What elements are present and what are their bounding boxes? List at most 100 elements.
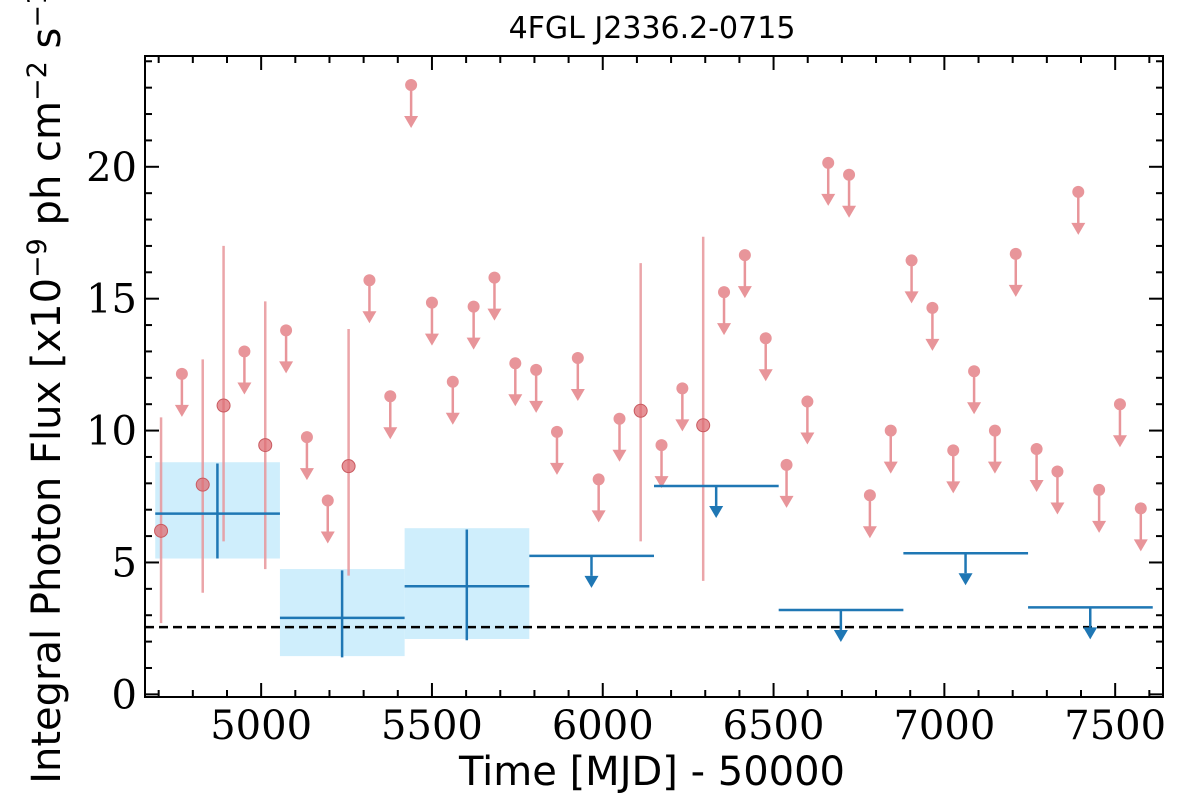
x-tick-label: 6500	[723, 703, 825, 749]
fine-upper-limit-arrow-head	[987, 461, 1002, 474]
fine-upper-limit-arrow-head	[445, 412, 460, 425]
fine-upper-limit-point	[822, 156, 835, 169]
x-tick-label: 5000	[210, 703, 312, 749]
fine-upper-limit-point	[509, 357, 522, 370]
fine-upper-limit-point	[1134, 502, 1147, 515]
fine-upper-limit-arrow-head	[904, 291, 919, 304]
fine-upper-limit-arrow-head	[1133, 539, 1148, 552]
fine-upper-limit-point	[300, 431, 313, 444]
fine-upper-limit-point	[988, 424, 1001, 437]
y-tick-label: 0	[112, 672, 137, 718]
fine-detection-point	[633, 403, 648, 418]
svg-text:Integral Photon Flux [x10−9 ph: Integral Photon Flux [x10−9 ph cm−2 s−1]	[22, 0, 70, 784]
fine-upper-limit-arrow-head	[320, 531, 335, 544]
plot-frame	[144, 55, 1164, 698]
fine-upper-limit-arrow-head	[842, 205, 857, 218]
fine-detection-point	[341, 459, 356, 474]
fine-upper-limit-point	[1072, 185, 1085, 198]
fine-upper-limit-point	[1051, 465, 1064, 478]
coarse-upper-limit-arrow-head	[709, 505, 724, 518]
fine-upper-limit-point	[613, 412, 626, 425]
x-tick-label: 7500	[1064, 703, 1166, 749]
y-tick-label: 5	[112, 540, 137, 586]
fine-upper-limit-arrow-head	[487, 308, 502, 321]
y-tick-label: 20	[86, 145, 137, 191]
fine-upper-limit-arrow-head	[717, 323, 732, 336]
fine-upper-limit-arrow-head	[821, 193, 836, 206]
fine-upper-limit-point	[467, 300, 480, 313]
fine-upper-limit-point	[655, 439, 668, 452]
x-tick-label: 7000	[893, 703, 995, 749]
fine-upper-limit-arrow-head	[383, 427, 398, 440]
fine-upper-limit-point	[1093, 483, 1106, 496]
fine-upper-limit-point	[947, 444, 960, 457]
fine-upper-limit-point	[405, 79, 418, 92]
fine-upper-limit-point	[884, 424, 897, 437]
fine-upper-limit-point	[530, 363, 543, 376]
fine-upper-limit-arrow-head	[800, 432, 815, 445]
fine-upper-limit-point	[1009, 247, 1022, 260]
fine-upper-limit-arrow-head	[758, 369, 773, 382]
fine-upper-limit-arrow-head	[570, 389, 585, 402]
fine-upper-limit-point	[676, 382, 689, 395]
fine-upper-limit-arrow-head	[508, 394, 523, 407]
fine-upper-limit-point	[238, 345, 251, 358]
x-tick-label: 6000	[552, 703, 654, 749]
fine-upper-limit-arrow-head	[862, 526, 877, 539]
fine-upper-limit-arrow-head	[654, 476, 669, 489]
fine-upper-limit-arrow-head	[967, 402, 982, 415]
fine-upper-limit-arrow-head	[237, 382, 252, 395]
fine-upper-limit-arrow-head	[529, 400, 544, 413]
fine-upper-limit-point	[571, 352, 584, 365]
plot-area: 5000 5500 6000 6500 7000 7500 0 5 10 15 20	[86, 55, 1166, 749]
y-axis-label-exp1: −9	[22, 238, 53, 278]
fine-upper-limit-arrow-head	[466, 337, 481, 350]
fine-upper-limit-arrow-head	[612, 449, 627, 462]
fine-upper-limit-arrow-head	[883, 461, 898, 474]
fine-upper-limit-point	[968, 365, 981, 378]
fine-detection-point	[216, 398, 231, 413]
fine-upper-limit-arrow-head	[549, 462, 564, 475]
y-tick-label: 10	[86, 409, 137, 455]
y-tick-label: 15	[86, 277, 137, 323]
fine-upper-limit-point	[488, 271, 501, 284]
fine-upper-limit-arrow-head	[925, 338, 940, 351]
fine-upper-limit-point	[801, 395, 814, 408]
fine-upper-limit-arrow-head	[591, 510, 606, 523]
fine-upper-limit-point	[550, 425, 563, 438]
fine-upper-limit-arrow-head	[1112, 435, 1127, 448]
coarse-upper-limit-arrow-head	[584, 575, 599, 588]
y-axis-label-exp3: −1	[22, 0, 53, 28]
y-axis-label-mid2: s	[24, 28, 70, 62]
fine-upper-limit-point	[843, 168, 856, 181]
fine-upper-limit-arrow-head	[279, 361, 294, 374]
fine-detection-point	[154, 523, 169, 538]
coarse-upper-limit-arrow-head	[833, 629, 848, 642]
fine-upper-limit-point	[280, 324, 293, 337]
fine-upper-limit-arrow-head	[946, 481, 961, 494]
fine-upper-limit-arrow-head	[737, 286, 752, 299]
fine-upper-limit-point	[363, 274, 376, 287]
fine-upper-limit-point	[905, 254, 918, 267]
fine-upper-limit-arrow-head	[174, 404, 189, 417]
x-axis-label: Time [MJD] - 50000	[458, 749, 845, 795]
fine-detection-point	[696, 418, 711, 433]
fine-upper-limit-point	[759, 332, 772, 345]
fine-upper-limit-point	[738, 249, 751, 262]
y-axis-label-mid: ph cm	[24, 101, 70, 238]
fine-upper-limit-point	[1030, 443, 1043, 456]
fine-detection-point	[195, 477, 210, 492]
fine-upper-limit-arrow-head	[362, 311, 377, 324]
fine-upper-limit-point	[321, 494, 334, 507]
coarse-upper-limit-arrow-head	[958, 573, 973, 586]
fine-upper-limit-point	[384, 390, 397, 403]
y-axis-label-main: Integral Photon Flux [x10	[24, 278, 70, 784]
fine-upper-limit-arrow-head	[779, 495, 794, 508]
fine-upper-limit-arrow-head	[1008, 284, 1023, 297]
fine-upper-limit-arrow-head	[424, 333, 439, 346]
fine-upper-limit-arrow-head	[404, 116, 419, 129]
fine-detection-point	[258, 438, 273, 453]
axis-ticks	[145, 56, 1163, 697]
coarse-upper-limit-arrow-head	[1083, 627, 1098, 640]
